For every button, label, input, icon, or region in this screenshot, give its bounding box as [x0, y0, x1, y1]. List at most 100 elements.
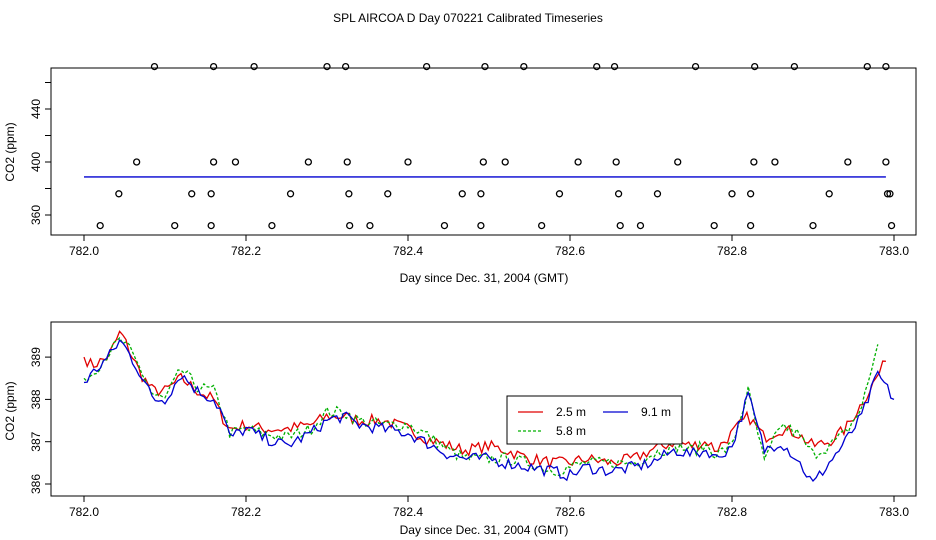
calibration-point [746, 221, 755, 230]
calibration-point [209, 158, 218, 166]
calibration-point [710, 221, 718, 230]
calibration-point [384, 190, 392, 198]
bottom-y-tick-label-2: 388 [29, 389, 43, 409]
calibration-point [593, 62, 601, 71]
top-x-axis: 782.0 782.2 782.4 782.6 782.8 783.0 [69, 235, 909, 258]
series-line-5-8-m [83, 336, 879, 477]
top-x-axis-label: Day since Dec. 31, 2004 (GMT) [400, 271, 569, 285]
series-line-2-5-m [83, 330, 886, 470]
x-tick-label-2: 782.4 [393, 244, 423, 258]
bottom-plot-area [83, 330, 895, 483]
calibration-point [501, 158, 509, 166]
x-tick-label-0: 782.0 [69, 505, 99, 519]
x-tick-label-2: 782.4 [393, 505, 423, 519]
calibration-point [883, 190, 892, 198]
calibration-point [886, 190, 894, 198]
calibration-point [610, 62, 619, 71]
x-tick-label-0: 782.0 [69, 244, 99, 258]
bottom-y-axis: 386 387 388 389 [29, 347, 51, 494]
top-y-tick-label-2: 440 [29, 99, 43, 119]
top-plot-frame [50, 67, 917, 236]
series-line-9-1-m [83, 338, 895, 483]
calibration-point [520, 62, 528, 71]
x-tick-label-3: 782.6 [555, 505, 585, 519]
calibration-point [751, 62, 759, 71]
calibration-point [207, 190, 215, 198]
calibration-point [404, 158, 412, 166]
calibration-point [250, 62, 258, 71]
x-tick-label-4: 782.8 [717, 244, 747, 258]
x-tick-label-4: 782.8 [717, 505, 747, 519]
calibration-point [612, 158, 620, 166]
calibration-point [636, 221, 645, 230]
legend: 2.5 m 5.8 m 9.1 m [506, 395, 683, 445]
bottom-y-tick-label-3: 389 [29, 347, 43, 367]
calibration-point [341, 62, 350, 71]
calibration-point [286, 190, 295, 198]
calibration-point [863, 62, 871, 71]
calibration-point [343, 158, 351, 166]
calibration-point [304, 158, 313, 166]
legend-box [506, 395, 683, 445]
calibration-point [345, 190, 353, 198]
top-plot-area [84, 62, 896, 230]
x-tick-label-3: 782.6 [555, 244, 585, 258]
calibration-point [440, 221, 449, 230]
top-y-tick-label-1: 400 [29, 152, 43, 172]
calibration-point [825, 190, 833, 198]
calibration-point [750, 158, 758, 166]
x-tick-label-5: 783.0 [879, 505, 909, 519]
top-y-axis-label: CO2 (ppm) [3, 122, 17, 181]
calibration-point [614, 190, 623, 198]
calibration-point [538, 221, 546, 230]
top-panel: 782.0 782.2 782.4 782.6 782.8 783.0 360 400 440… [3, 62, 917, 285]
calibration-point [96, 221, 104, 230]
top-y-axis: 360 400 440 [29, 82, 51, 225]
calibration-point [188, 190, 196, 198]
calibration-point [268, 221, 276, 230]
calibration-point [882, 62, 890, 71]
bottom-plot-frame [50, 321, 917, 497]
calibration-point [346, 221, 354, 230]
calibration-point [477, 221, 485, 230]
calibration-point [115, 190, 123, 198]
calibration-point [479, 158, 487, 166]
calibration-point [674, 158, 682, 166]
x-tick-label-5: 783.0 [879, 244, 909, 258]
calibration-point [555, 190, 564, 198]
calibration-point [809, 221, 817, 230]
calibration-point [574, 158, 582, 166]
calibration-point [132, 158, 141, 166]
x-tick-label-1: 782.2 [231, 505, 261, 519]
x-tick-label-1: 782.2 [231, 244, 261, 258]
calibration-point [746, 190, 755, 198]
calibration-point [691, 62, 700, 71]
calibration-point [171, 221, 179, 230]
bottom-x-axis-label: Day since Dec. 31, 2004 (GMT) [400, 523, 569, 537]
bottom-panel: 782.0 782.2 782.4 782.6 782.8 783.0 386 387 388… [3, 321, 917, 537]
calibration-point [323, 62, 331, 71]
bottom-x-axis: 782.0 782.2 782.4 782.6 782.8 783.0 [69, 496, 909, 519]
figure-title: SPL AIRCOA D Day 070221 Calibrated Times… [333, 11, 603, 25]
calibration-point [887, 221, 896, 230]
calibration-point [481, 62, 489, 71]
legend-label-9-1m: 9.1 m [641, 405, 671, 419]
top-y-tick-label-0: 360 [29, 205, 43, 225]
calibration-point [231, 158, 240, 166]
calibration-point [422, 62, 431, 71]
calibration-point [209, 62, 218, 71]
calibration-point [477, 190, 485, 198]
calibration-point [458, 190, 466, 198]
calibration-point [790, 62, 799, 71]
calibration-point [150, 62, 159, 71]
calibration-point [882, 158, 890, 166]
calibration-point [616, 221, 624, 230]
calibration-point [653, 190, 662, 198]
bottom-y-axis-label: CO2 (ppm) [3, 381, 17, 440]
calibration-point [771, 158, 779, 166]
legend-label-5-8m: 5.8 m [556, 424, 586, 438]
legend-label-2-5m: 2.5 m [556, 405, 586, 419]
calibration-point [844, 158, 852, 166]
calibration-point [366, 221, 374, 230]
